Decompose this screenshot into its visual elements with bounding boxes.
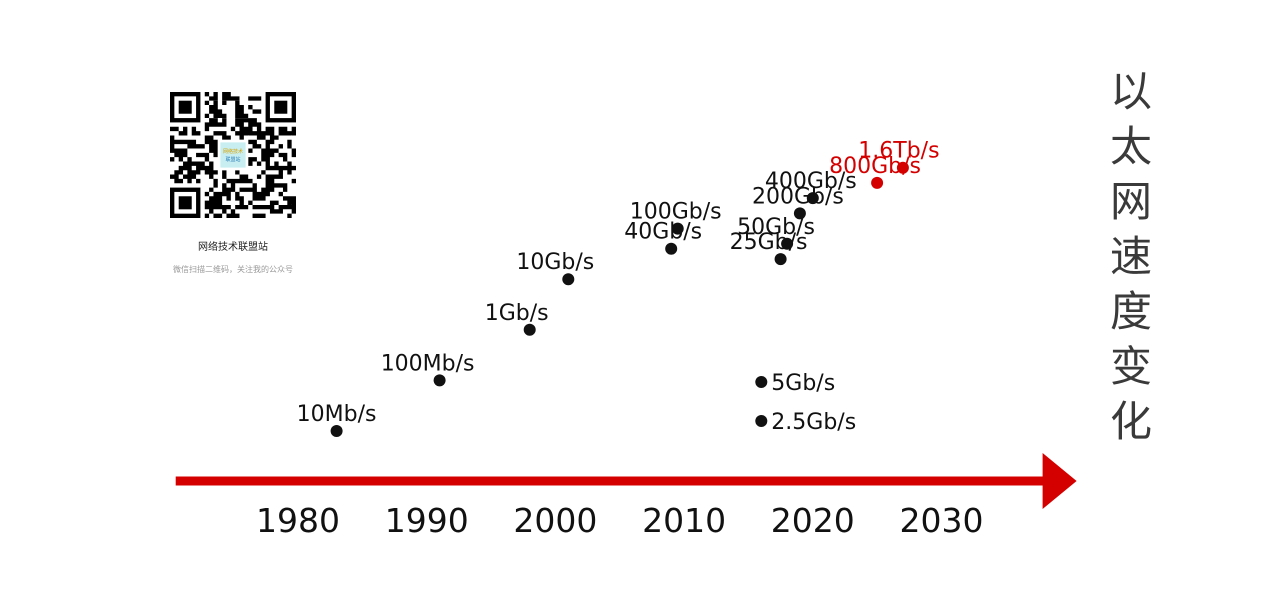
title-char: 度 [1109, 287, 1152, 336]
data-point [774, 253, 787, 266]
title-char: 网 [1109, 177, 1152, 226]
qr-caption: 网络技术联盟站 [198, 242, 268, 253]
title-char: 化 [1109, 397, 1152, 446]
qr-code-block: 网络技术 联盟站 网络技术联盟站 微信扫描二维码，关注我的公众号 [160, 92, 306, 275]
qr-finder [178, 196, 192, 210]
data-point-label: 400Gb/s [765, 169, 857, 194]
data-point-label: 10Gb/s [516, 250, 594, 275]
qr-logo [220, 142, 246, 168]
qr-logo-text: 网络技术 [223, 148, 243, 155]
qr-code-icon: 网络技术联盟站 [170, 92, 296, 218]
x-tick-label: 2020 [771, 501, 855, 540]
x-tick-label: 2010 [642, 501, 726, 540]
data-point-label: 25Gb/s [730, 230, 808, 255]
data-point [330, 425, 343, 437]
data-point [433, 374, 446, 387]
data-point-label: 1.6Tb/s [858, 139, 939, 164]
data-point-label: 50Gb/s [737, 215, 815, 240]
data-point [523, 323, 536, 336]
qr-logo-text: 联盟站 [225, 156, 240, 163]
qr-finder [274, 100, 288, 114]
qr-subcaption: 微信扫描二维码，关注我的公众号 [173, 265, 293, 274]
data-point-label: 40Gb/s [624, 220, 702, 245]
title-char: 速 [1109, 232, 1152, 281]
x-tick-label: 2030 [900, 501, 984, 540]
x-tick-label: 1990 [385, 501, 469, 540]
title-char: 变 [1109, 342, 1152, 391]
data-point-label: 10Mb/s [297, 402, 377, 427]
qr-finder [178, 100, 192, 114]
chart-title-vertical: 以 太 网 速 度 变 化 [1106, 64, 1156, 449]
x-tick-label: 1980 [256, 501, 340, 540]
data-point [562, 273, 575, 286]
data-point-label: 200Gb/s [752, 184, 844, 209]
data-point [755, 376, 768, 388]
data-point [671, 222, 684, 235]
data-point [793, 207, 806, 220]
title-char: 太 [1109, 122, 1152, 171]
data-point [755, 415, 768, 427]
data-point-label: 5Gb/s [771, 371, 835, 396]
data-point [781, 237, 794, 250]
data-point-label: 2.5Gb/s [771, 410, 856, 435]
timeline-arrow-head [1042, 453, 1077, 509]
data-point-label: 100Gb/s [630, 200, 722, 225]
data-point-label: 100Mb/s [381, 351, 475, 376]
data-point [806, 192, 819, 205]
title-char: 以 [1109, 67, 1152, 116]
data-point-label: 1Gb/s [485, 301, 549, 326]
data-point [665, 242, 678, 255]
data-point [896, 161, 909, 174]
data-point [871, 176, 884, 189]
qr-modules [170, 92, 296, 218]
x-tick-label: 2000 [513, 501, 597, 540]
